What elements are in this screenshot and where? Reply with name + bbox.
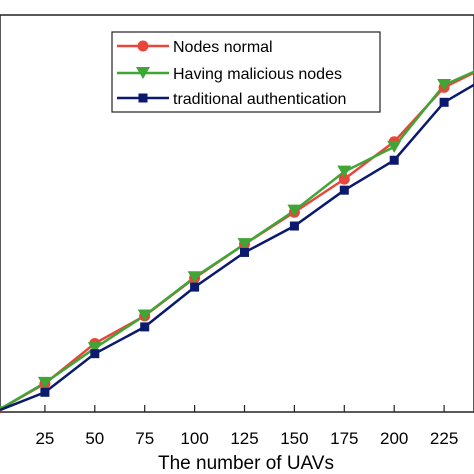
x-tick-label: 175 — [330, 429, 358, 448]
x-axis-label: The number of UAVs — [158, 453, 334, 474]
data-point-series-1 — [37, 376, 52, 389]
x-axis-ticks: 25 50 75 100 125 150 175 200 225 — [35, 405, 458, 448]
data-point-series-1 — [87, 342, 102, 355]
x-tick-label: 150 — [280, 429, 308, 448]
x-tick-label: 200 — [380, 429, 408, 448]
data-point-series-2 — [140, 322, 150, 332]
data-point-series-1 — [0, 406, 2, 410]
data-point-series-2 — [40, 387, 50, 397]
data-point-series-0 — [0, 409, 1, 415]
x-tick-label: 100 — [180, 429, 208, 448]
legend-marker-series-2 — [138, 93, 148, 103]
legend-label-series-0: Nodes normal — [173, 39, 273, 56]
data-point-series-2 — [339, 185, 349, 195]
data-point-series-1 — [387, 140, 402, 153]
data-point-series-2 — [389, 155, 399, 165]
legend-label-series-2: traditional authentication — [173, 91, 346, 108]
data-point-series-1 — [437, 78, 452, 91]
data-point-series-2 — [90, 349, 100, 359]
data-point-series-1 — [287, 204, 302, 217]
data-point-series-1 — [187, 271, 202, 284]
legend-marker-series-0 — [137, 40, 149, 52]
x-tick-label: 50 — [85, 429, 104, 448]
x-tick-label: 25 — [35, 429, 54, 448]
x-tick-label: 75 — [135, 429, 154, 448]
data-point-series-2 — [190, 282, 200, 292]
data-point-series-2 — [439, 97, 449, 107]
data-point-series-1 — [337, 165, 352, 178]
data-point-series-2 — [289, 221, 299, 231]
data-point-series-2 — [240, 247, 249, 257]
data-point-series-1 — [237, 238, 252, 251]
legend: Nodes normal Having malicious nodes trad… — [111, 31, 381, 113]
series-layer — [0, 70, 474, 415]
x-tick-label: 225 — [430, 429, 458, 448]
data-point-series-1 — [137, 309, 152, 322]
legend-marker-series-1 — [136, 67, 150, 79]
legend-label-series-1: Having malicious nodes — [173, 66, 342, 83]
x-tick-label: 125 — [230, 429, 258, 448]
data-point-series-0 — [338, 173, 350, 185]
